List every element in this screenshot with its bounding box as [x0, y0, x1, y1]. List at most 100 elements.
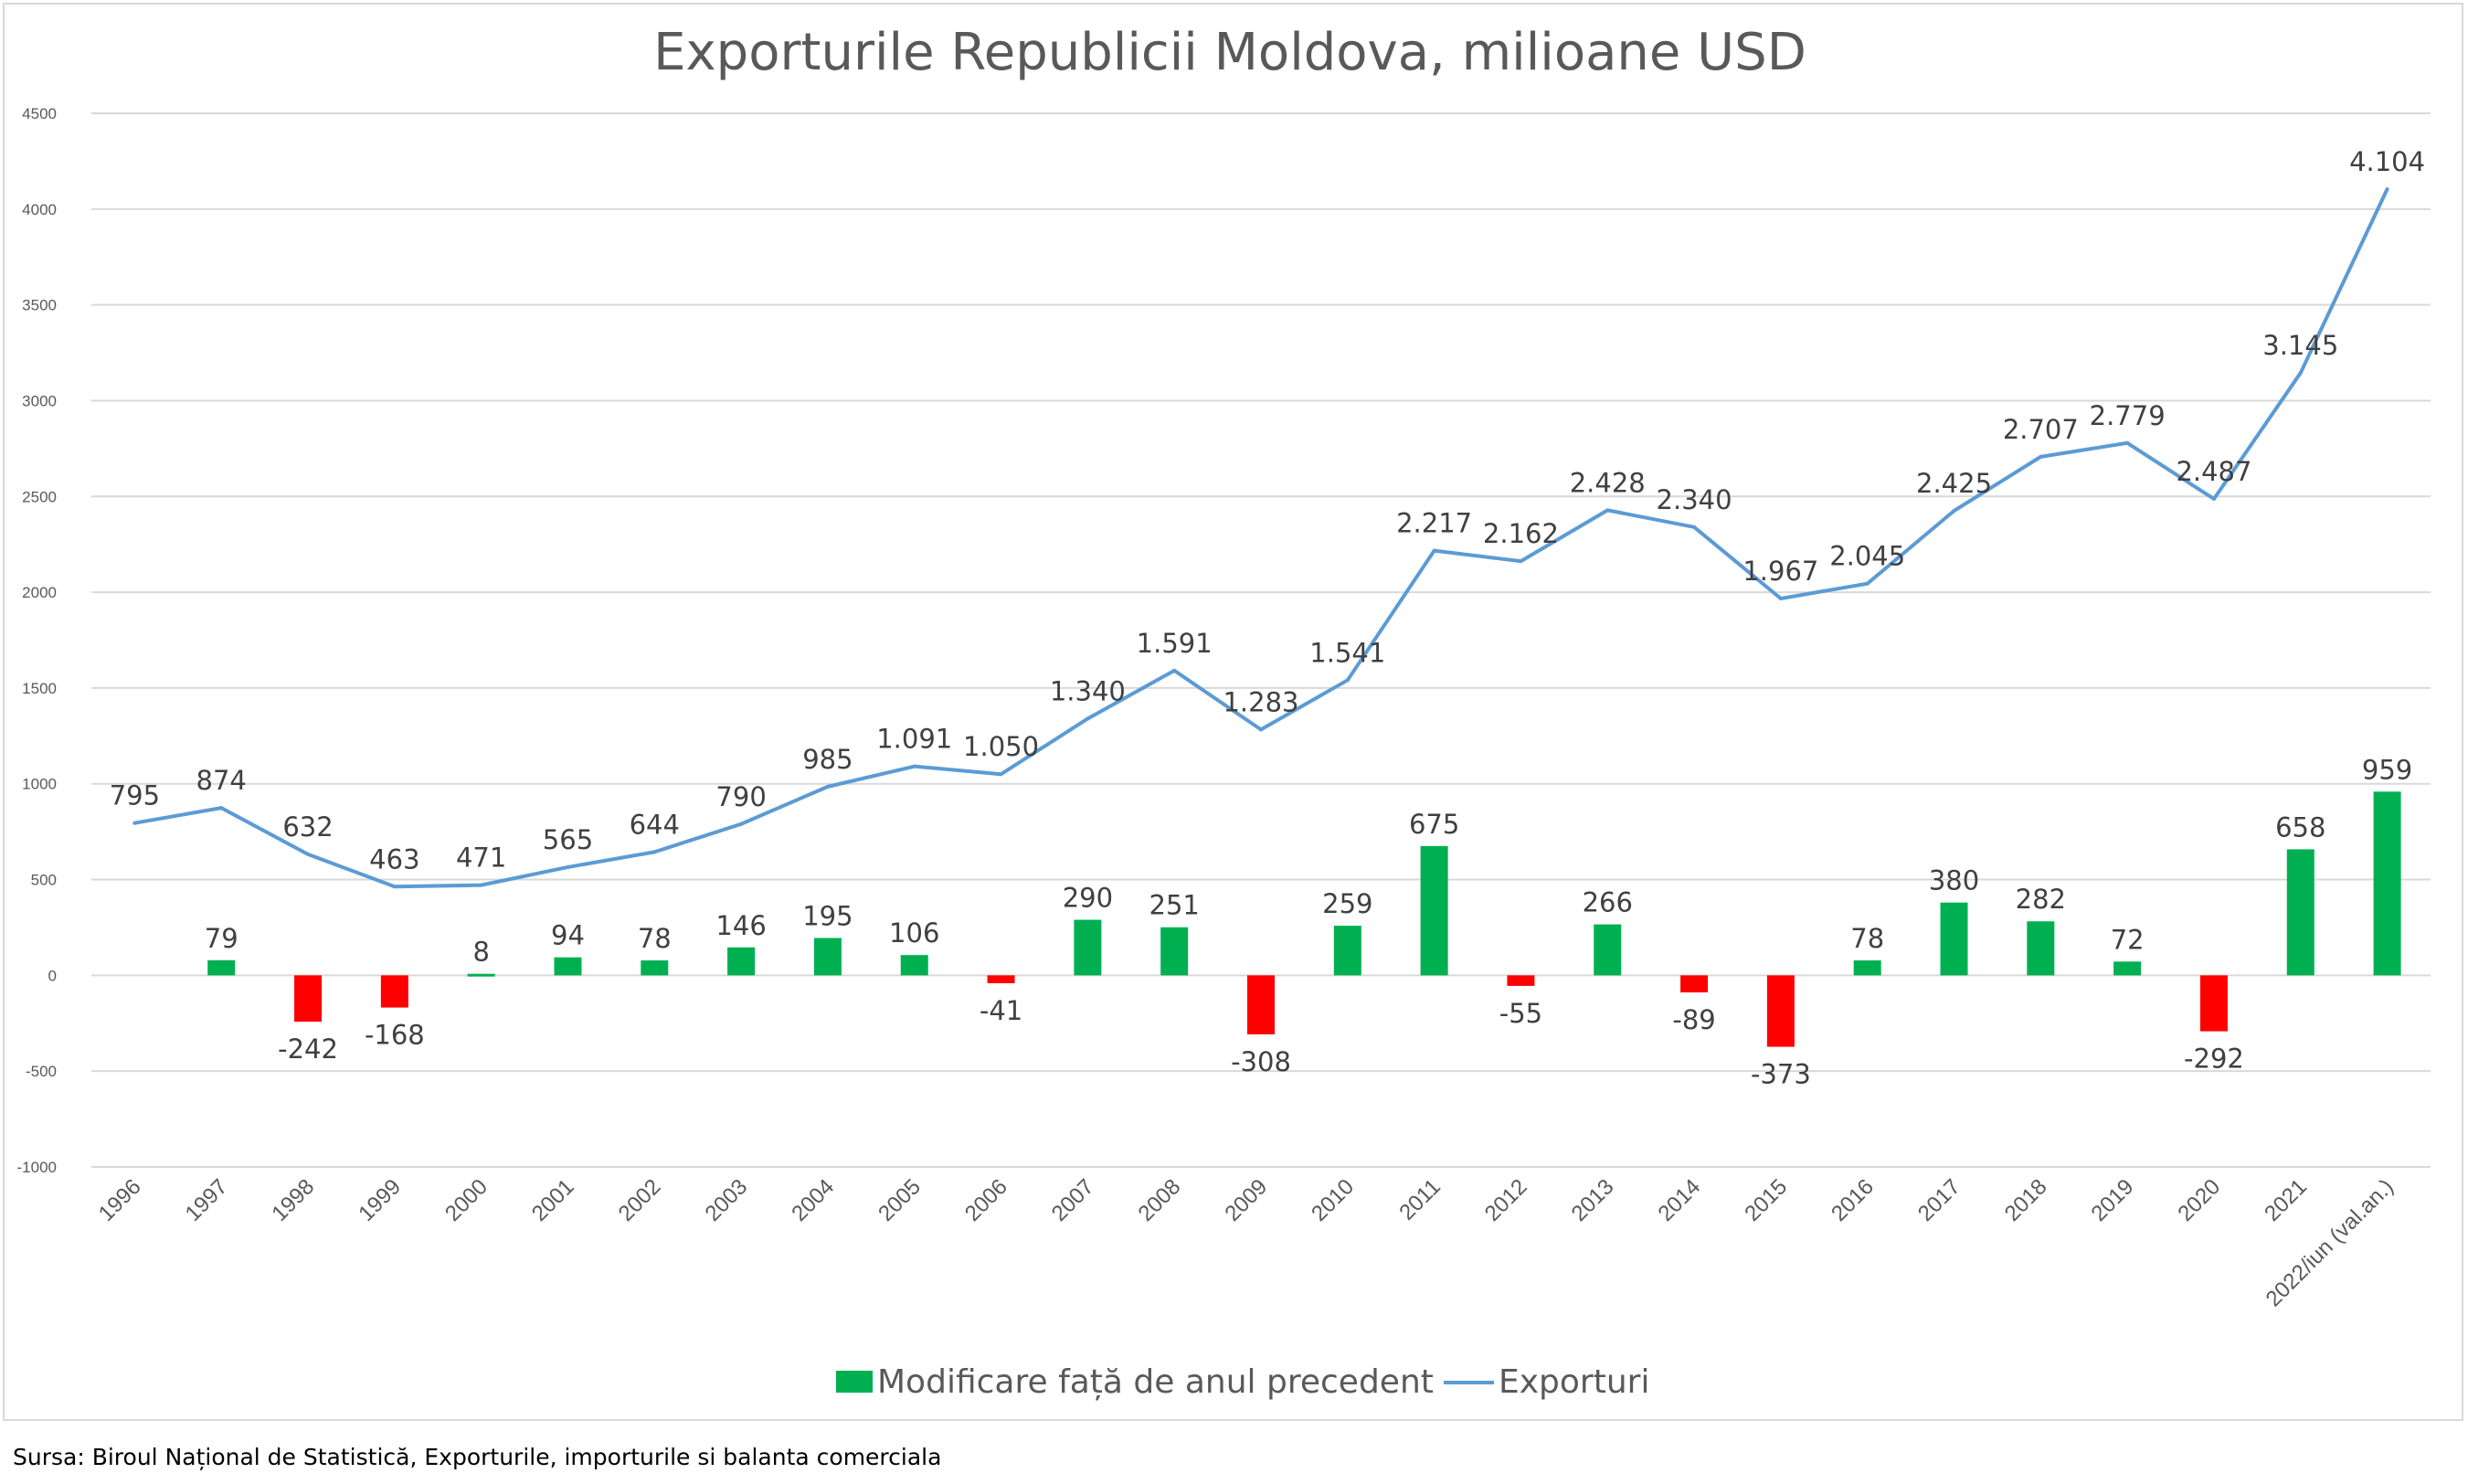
x-tick-label: 2017: [1913, 1174, 1965, 1226]
bar-data-label: 78: [1850, 923, 1884, 954]
x-tick-label: 2014: [1653, 1174, 1705, 1226]
bar-data-label: 282: [2016, 884, 2066, 915]
line-data-label: 2.340: [1657, 484, 1732, 515]
x-tick-label: 2005: [874, 1174, 926, 1226]
bar-data-label: 195: [802, 900, 853, 931]
line-point: [1605, 508, 1610, 513]
line-point: [1778, 597, 1783, 601]
line-point: [1952, 508, 1956, 513]
line-data-label: 2.487: [2176, 456, 2251, 487]
bar-data-label: 78: [638, 923, 672, 954]
bar-data-label: 72: [2111, 924, 2145, 955]
line-data-label: 1.967: [1742, 556, 1818, 587]
x-tick-label: 2019: [2087, 1174, 2139, 1226]
x-tick-label: 2012: [1480, 1174, 1532, 1226]
x-tick-label: 2003: [701, 1174, 753, 1226]
bar: [1940, 902, 1968, 976]
bar: [467, 973, 495, 977]
y-axis-ticks: 4500 4000 3500 3000 2500 2000 1500 1000 500 0 -500…: [17, 105, 57, 1176]
x-tick-label: 2021: [2260, 1174, 2312, 1226]
bar-data-label: 380: [1929, 865, 1979, 896]
y-tick-label: 3000: [22, 392, 57, 409]
bar: [2199, 975, 2228, 1032]
bar: [1853, 960, 1881, 976]
y-tick-label: 4000: [22, 201, 57, 218]
line-data-label: 795: [110, 780, 160, 811]
x-tick-label: 2011: [1394, 1174, 1446, 1225]
line-point: [999, 772, 1003, 777]
line-point: [392, 885, 397, 889]
line-point: [739, 822, 744, 826]
y-tick-label: 4500: [22, 105, 57, 122]
legend-line-label: Exporturi: [1499, 1363, 1649, 1401]
line-data-label: 1.591: [1137, 628, 1213, 659]
x-tick-label: 2010: [1307, 1174, 1359, 1226]
bar: [554, 957, 582, 976]
bar: [641, 960, 669, 976]
bar-data-label: -89: [1672, 1004, 1715, 1035]
data-labels: 79 -242 -168 8 94 78 146 195 106 -41 290 251 -308 259…: [110, 146, 2425, 1090]
bar: [1766, 975, 1795, 1047]
x-tick-label: 2001: [527, 1174, 579, 1226]
line-point: [1692, 525, 1697, 529]
line-point: [1432, 548, 1436, 553]
source-note: Sursa: Biroul Național de Statistică, Ex…: [13, 1444, 942, 1470]
line-point: [2125, 440, 2130, 445]
x-tick-label: 2016: [1827, 1174, 1879, 1226]
y-tick-label: 2000: [22, 584, 57, 601]
bar-data-label: 8: [472, 937, 489, 968]
bar: [813, 938, 842, 976]
y-tick-label: -500: [26, 1063, 57, 1080]
line-data-label: 3.145: [2262, 330, 2338, 361]
line-point: [1172, 668, 1177, 673]
y-tick-label: 1000: [22, 776, 57, 793]
bar-data-label: 675: [1409, 809, 1459, 840]
line-data-label: 985: [802, 744, 853, 775]
bar-data-label: 106: [889, 917, 939, 949]
line-data-label: 565: [543, 824, 593, 855]
bar: [1594, 924, 1622, 976]
x-tick-label: 1997: [181, 1174, 233, 1226]
x-tick-label: 2006: [960, 1174, 1012, 1226]
bar: [2027, 921, 2055, 976]
line-data-label: 471: [456, 843, 506, 874]
x-tick-label: 2004: [787, 1174, 839, 1226]
line-point: [912, 764, 916, 768]
line-point: [219, 806, 224, 811]
bar-data-label: 266: [1583, 887, 1633, 918]
y-tick-label: -1000: [17, 1159, 57, 1176]
line-point: [1345, 678, 1350, 683]
y-tick-label: 3500: [22, 297, 57, 314]
bar-data-label: 259: [1322, 888, 1372, 919]
bar-data-label: -55: [1499, 998, 1542, 1029]
x-tick-label: 1999: [354, 1174, 406, 1226]
x-tick-label: 2009: [1220, 1174, 1272, 1226]
bar: [2113, 961, 2142, 976]
line-data-label: 874: [196, 765, 247, 796]
line-data-label: 1.340: [1050, 675, 1126, 706]
x-tick-label: 2008: [1134, 1174, 1186, 1226]
y-tick-label: 2500: [22, 488, 57, 505]
bar-data-label: -41: [980, 995, 1022, 1026]
x-tick-label: 2002: [614, 1174, 666, 1226]
bar: [1680, 975, 1709, 993]
bar: [207, 959, 236, 976]
bar-data-label: 146: [715, 910, 766, 941]
bar-data-label: 959: [2362, 754, 2412, 785]
bar-data-label: 658: [2275, 811, 2325, 843]
bar: [727, 947, 756, 976]
bar: [1247, 975, 1275, 1034]
line-point: [825, 784, 830, 789]
bar: [900, 955, 928, 976]
bar-data-label: -168: [365, 1020, 425, 1051]
x-tick-label: 2020: [2173, 1174, 2225, 1226]
line-data-label: 1.283: [1223, 686, 1298, 717]
line-data-label: 2.217: [1396, 508, 1472, 539]
bar-data-label: -242: [278, 1034, 338, 1065]
x-tick-label: 2015: [1740, 1174, 1792, 1226]
line-point: [652, 850, 657, 854]
x-tick-label: 2013: [1567, 1174, 1619, 1226]
x-axis-ticks: 1996 1997 1998 1999 2000 2001 2002 2003 2004 2005…: [94, 1174, 2399, 1311]
bar-data-label: 290: [1063, 883, 1113, 914]
line-data-label: 1.091: [876, 724, 952, 755]
